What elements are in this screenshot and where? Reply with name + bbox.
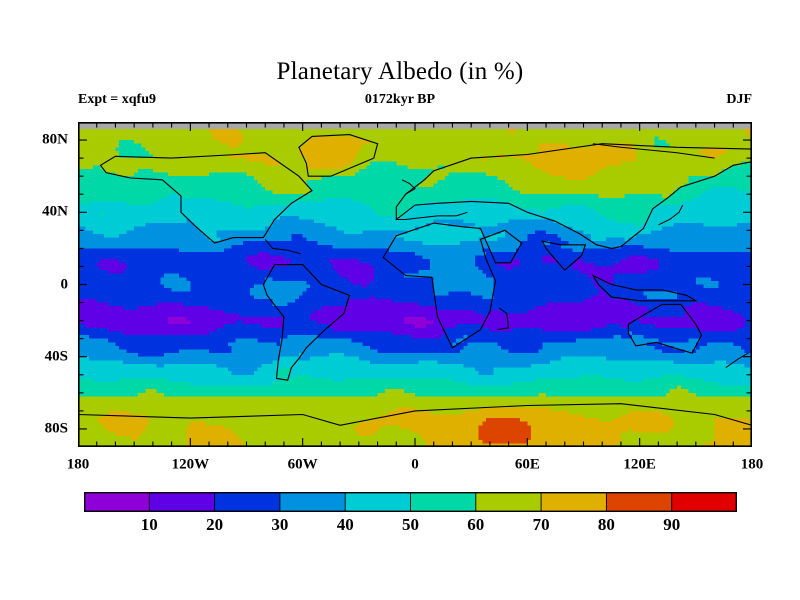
colorbar-swatches: [84, 492, 737, 512]
colorbar-tick-label: 80: [597, 515, 615, 534]
colorbar-frame: [84, 492, 737, 512]
colorbar-tick-label: 30: [271, 515, 289, 534]
coastline-layer: [78, 134, 752, 447]
x-axis-tick-label: 0: [411, 456, 419, 473]
colorbar-tick-label: 60: [467, 515, 485, 534]
x-axis-tick-label: 120W: [171, 456, 210, 473]
colorbar-tick-label: 10: [140, 515, 158, 534]
colorbar-tick-label: 90: [663, 515, 681, 534]
y-axis-tick-label: 0: [60, 276, 69, 292]
colorbar-tick-label: 50: [402, 515, 419, 534]
x-axis-tick-label: 120E: [623, 456, 656, 473]
y-axis-tick-label: 80N: [42, 131, 68, 148]
x-axis-tick-label: 180: [66, 456, 90, 473]
map-plot-area: [78, 122, 752, 447]
y-axis-tick-label: 40S: [44, 348, 68, 365]
experiment-label: Expt = xqfu9: [78, 92, 156, 107]
season-label: DJF: [726, 92, 752, 107]
y-axis-tick-label: 40N: [42, 203, 68, 220]
albedo-map: [78, 122, 752, 447]
albedo-field: [78, 122, 752, 447]
colorbar-tick-label: 40: [336, 515, 354, 534]
plot-frame: [79, 123, 751, 446]
colorbar-tick-label: 70: [532, 515, 550, 534]
y-axis-tick-label: 80S: [44, 420, 68, 437]
colorbar-tick-label: 20: [206, 515, 224, 534]
figure-subtitle: 0172kyr BP: [364, 92, 436, 107]
x-axis-tick-label: 60W: [287, 456, 318, 473]
x-axis-tick-label: 60E: [514, 456, 540, 473]
page-title: Planetary Albedo (in %): [276, 58, 524, 85]
x-axis-tick-label: 180: [740, 456, 764, 473]
colorbar: [84, 492, 737, 512]
